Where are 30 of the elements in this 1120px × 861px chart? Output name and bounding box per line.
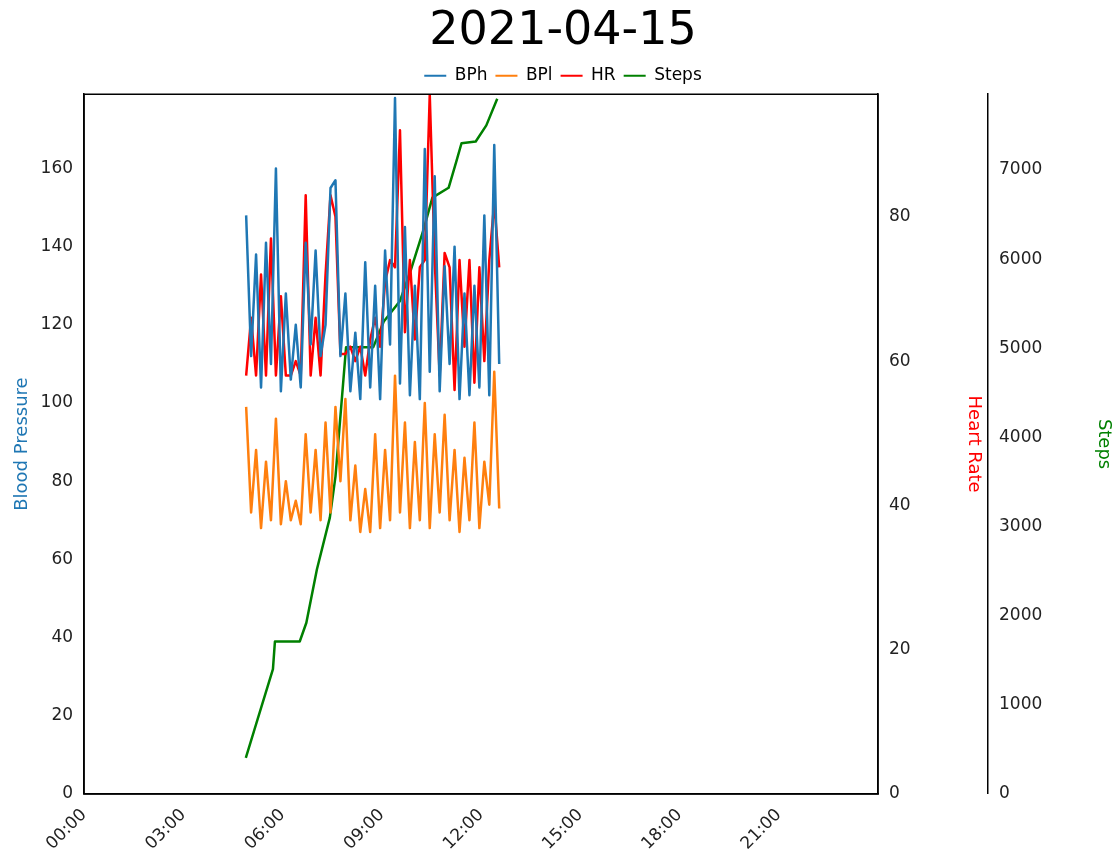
legend-label: BPh [454, 64, 488, 85]
y3-tick-label: 4000 [999, 425, 1043, 446]
y-tick-label: 100 [40, 391, 74, 412]
y-tick-label: 80 [51, 469, 74, 490]
y3-tick-label: 2000 [999, 604, 1043, 625]
y-axis-title: Blood Pressure [10, 377, 32, 511]
y-tick-label: 20 [51, 704, 74, 725]
y3-tick-label: 0 [999, 782, 1010, 803]
y2-tick-label: 20 [889, 638, 911, 659]
y3-tick-label: 1000 [999, 693, 1043, 714]
y3-tick-label: 3000 [999, 514, 1043, 535]
chart-title: 2021-04-15 [429, 0, 697, 55]
y2-tick-label: 0 [889, 782, 900, 803]
legend-label: Steps [654, 64, 702, 85]
y-tick-label: 140 [40, 235, 74, 256]
y3-tick-label: 5000 [999, 336, 1043, 357]
y-tick-label: 60 [51, 547, 74, 568]
y-tick-label: 120 [40, 313, 74, 334]
y-tick-label: 160 [40, 156, 74, 177]
y3-axis-title: Steps [1094, 418, 1116, 470]
y3-tick-label: 7000 [999, 158, 1043, 179]
y-tick-label: 0 [62, 782, 74, 803]
y-tick-label: 40 [51, 625, 74, 646]
y2-tick-label: 80 [889, 205, 911, 226]
legend-label: BPl [525, 64, 553, 85]
y2-axis-title: Heart Rate [964, 395, 986, 493]
y3-tick-label: 6000 [999, 247, 1043, 268]
legend-label: HR [591, 64, 616, 85]
y2-tick-label: 60 [889, 349, 911, 370]
y2-tick-label: 40 [889, 493, 911, 514]
